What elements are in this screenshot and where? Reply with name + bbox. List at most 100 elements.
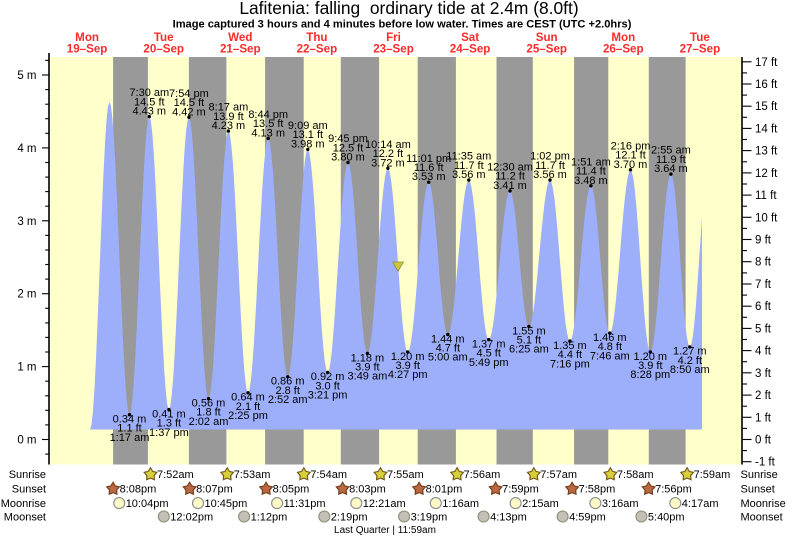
svg-text:15 ft: 15 ft bbox=[755, 101, 778, 113]
svg-text:12:30 am: 12:30 am bbox=[487, 162, 533, 174]
svg-text:Sun: Sun bbox=[536, 31, 558, 44]
svg-text:3 ft: 3 ft bbox=[755, 368, 772, 380]
svg-text:Sunset: Sunset bbox=[12, 484, 46, 496]
svg-text:4.7 ft: 4.7 ft bbox=[436, 343, 460, 355]
svg-text:0.34 m: 0.34 m bbox=[113, 414, 147, 426]
svg-text:14.5 ft: 14.5 ft bbox=[174, 97, 205, 109]
svg-text:12:21am: 12:21am bbox=[363, 498, 406, 510]
svg-text:2.1 ft: 2.1 ft bbox=[236, 401, 260, 413]
svg-text:Tue: Tue bbox=[690, 31, 710, 44]
svg-text:4.8 ft: 4.8 ft bbox=[598, 341, 622, 353]
svg-text:Moonrise: Moonrise bbox=[1, 498, 46, 510]
svg-text:8:03pm: 8:03pm bbox=[349, 484, 386, 496]
svg-text:12:02pm: 12:02pm bbox=[170, 511, 213, 523]
svg-text:4.2 ft: 4.2 ft bbox=[678, 355, 702, 367]
svg-text:4.4 ft: 4.4 ft bbox=[558, 349, 582, 361]
svg-text:4.43 m: 4.43 m bbox=[132, 106, 166, 118]
svg-text:1.18 m: 1.18 m bbox=[351, 352, 385, 364]
svg-text:3.53 m: 3.53 m bbox=[412, 171, 446, 183]
svg-text:12.2 ft: 12.2 ft bbox=[373, 148, 404, 160]
svg-text:1.3 ft: 1.3 ft bbox=[157, 418, 181, 430]
svg-text:23–Sep: 23–Sep bbox=[373, 43, 414, 56]
svg-text:Sunrise: Sunrise bbox=[741, 469, 778, 481]
svg-text:1.8 ft: 1.8 ft bbox=[196, 407, 220, 419]
svg-text:4:17am: 4:17am bbox=[682, 498, 719, 510]
svg-text:11 ft: 11 ft bbox=[755, 190, 777, 202]
svg-text:3.64 m: 3.64 m bbox=[654, 163, 688, 175]
svg-text:7:58am: 7:58am bbox=[617, 469, 654, 481]
svg-text:11:01 pm: 11:01 pm bbox=[406, 153, 451, 165]
svg-text:11:35 am: 11:35 am bbox=[446, 151, 491, 163]
svg-text:10:04pm: 10:04pm bbox=[126, 498, 169, 510]
svg-text:13.1 ft: 13.1 ft bbox=[293, 129, 324, 141]
svg-text:10:45pm: 10:45pm bbox=[205, 498, 248, 510]
svg-text:3.80 m: 3.80 m bbox=[331, 152, 365, 164]
svg-text:Tue: Tue bbox=[154, 31, 174, 44]
svg-text:3 m: 3 m bbox=[17, 216, 36, 228]
svg-text:-1 ft: -1 ft bbox=[755, 457, 776, 469]
svg-text:1:51 am: 1:51 am bbox=[571, 156, 611, 168]
svg-text:8:08pm: 8:08pm bbox=[120, 484, 157, 496]
svg-text:Mon: Mon bbox=[611, 31, 635, 44]
svg-text:7:58pm: 7:58pm bbox=[579, 484, 616, 496]
svg-text:9 ft: 9 ft bbox=[755, 235, 772, 247]
svg-text:7:54 pm: 7:54 pm bbox=[169, 88, 209, 100]
svg-text:0.92 m: 0.92 m bbox=[311, 371, 345, 383]
svg-text:3.41 m: 3.41 m bbox=[493, 180, 527, 192]
svg-text:8:07pm: 8:07pm bbox=[196, 484, 233, 496]
svg-text:2:16 pm: 2:16 pm bbox=[611, 140, 651, 152]
svg-text:1.1 ft: 1.1 ft bbox=[117, 423, 141, 435]
svg-text:13 ft: 13 ft bbox=[755, 146, 778, 158]
svg-text:20–Sep: 20–Sep bbox=[143, 43, 184, 56]
svg-text:6:25 am: 6:25 am bbox=[509, 344, 549, 356]
svg-text:Moonrise: Moonrise bbox=[741, 498, 786, 510]
svg-text:7:53am: 7:53am bbox=[234, 469, 271, 481]
svg-text:0.41 m: 0.41 m bbox=[152, 408, 186, 420]
svg-text:Wed: Wed bbox=[228, 31, 252, 44]
svg-text:4.5 ft: 4.5 ft bbox=[476, 348, 500, 360]
svg-text:1 ft: 1 ft bbox=[755, 412, 772, 424]
svg-text:5:00 am: 5:00 am bbox=[428, 352, 468, 364]
svg-text:0 ft: 0 ft bbox=[755, 435, 772, 447]
svg-text:21–Sep: 21–Sep bbox=[220, 43, 261, 56]
svg-text:16 ft: 16 ft bbox=[755, 79, 778, 91]
svg-text:10:14 am: 10:14 am bbox=[365, 139, 411, 151]
svg-text:5:40pm: 5:40pm bbox=[648, 511, 685, 523]
svg-text:7:59am: 7:59am bbox=[694, 469, 731, 481]
svg-text:7:16 pm: 7:16 pm bbox=[550, 358, 590, 370]
svg-text:4.42 m: 4.42 m bbox=[172, 106, 206, 118]
svg-text:1.55 m: 1.55 m bbox=[512, 325, 546, 337]
svg-text:Mon: Mon bbox=[75, 31, 99, 44]
svg-text:3.98 m: 3.98 m bbox=[291, 138, 325, 150]
svg-text:3.9 ft: 3.9 ft bbox=[638, 360, 662, 372]
svg-text:1.20 m: 1.20 m bbox=[391, 351, 425, 363]
svg-text:2:15am: 2:15am bbox=[522, 498, 559, 510]
svg-text:19–Sep: 19–Sep bbox=[67, 43, 108, 56]
svg-text:Lafitenia: falling ordinary t: Lafitenia: falling ordinary tide at 2.4m… bbox=[239, 0, 578, 18]
svg-text:7:57am: 7:57am bbox=[540, 469, 577, 481]
svg-text:0 m: 0 m bbox=[17, 435, 36, 447]
svg-text:7:52am: 7:52am bbox=[157, 469, 194, 481]
svg-text:1 m: 1 m bbox=[17, 362, 36, 374]
svg-text:3:21 pm: 3:21 pm bbox=[308, 390, 348, 402]
svg-text:2:19pm: 2:19pm bbox=[331, 511, 368, 523]
svg-text:0.56 m: 0.56 m bbox=[192, 398, 226, 410]
svg-text:Sat: Sat bbox=[461, 31, 479, 44]
svg-text:0.64 m: 0.64 m bbox=[231, 392, 265, 404]
svg-text:0.86 m: 0.86 m bbox=[271, 376, 305, 388]
svg-text:7:54am: 7:54am bbox=[310, 469, 347, 481]
svg-text:2:52 am: 2:52 am bbox=[268, 394, 308, 406]
svg-text:8:01pm: 8:01pm bbox=[426, 484, 463, 496]
svg-text:3.72 m: 3.72 m bbox=[371, 157, 405, 169]
svg-text:14 ft: 14 ft bbox=[755, 123, 778, 135]
svg-text:8:05pm: 8:05pm bbox=[273, 484, 310, 496]
svg-text:8:44 pm: 8:44 pm bbox=[248, 109, 288, 121]
svg-text:3.70 m: 3.70 m bbox=[614, 159, 648, 171]
svg-text:3.0 ft: 3.0 ft bbox=[315, 380, 339, 392]
svg-text:4.13 m: 4.13 m bbox=[251, 127, 285, 139]
svg-text:8:50 am: 8:50 am bbox=[670, 364, 710, 376]
svg-text:3.9 ft: 3.9 ft bbox=[395, 360, 419, 372]
svg-text:4.23 m: 4.23 m bbox=[212, 120, 246, 132]
svg-text:2:55 am: 2:55 am bbox=[651, 145, 691, 157]
svg-text:1:12pm: 1:12pm bbox=[251, 511, 288, 523]
